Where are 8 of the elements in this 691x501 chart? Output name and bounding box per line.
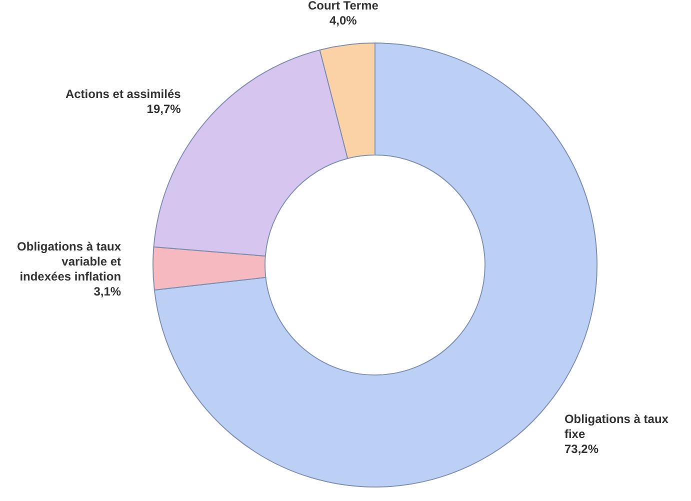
- slice-label: Obligations à taux fixe: [564, 412, 669, 442]
- data-label: 3,1%: [94, 284, 122, 298]
- slice-label: Court Terme: [308, 0, 379, 13]
- slice-label: Actions et assimilés: [65, 86, 182, 101]
- data-label: 4,0%: [329, 14, 358, 28]
- data-label: 19,7%: [146, 102, 182, 116]
- data-label: 73,2%: [564, 442, 599, 456]
- slice-label: Obligations à taux variable et indexées inflation: [17, 239, 122, 284]
